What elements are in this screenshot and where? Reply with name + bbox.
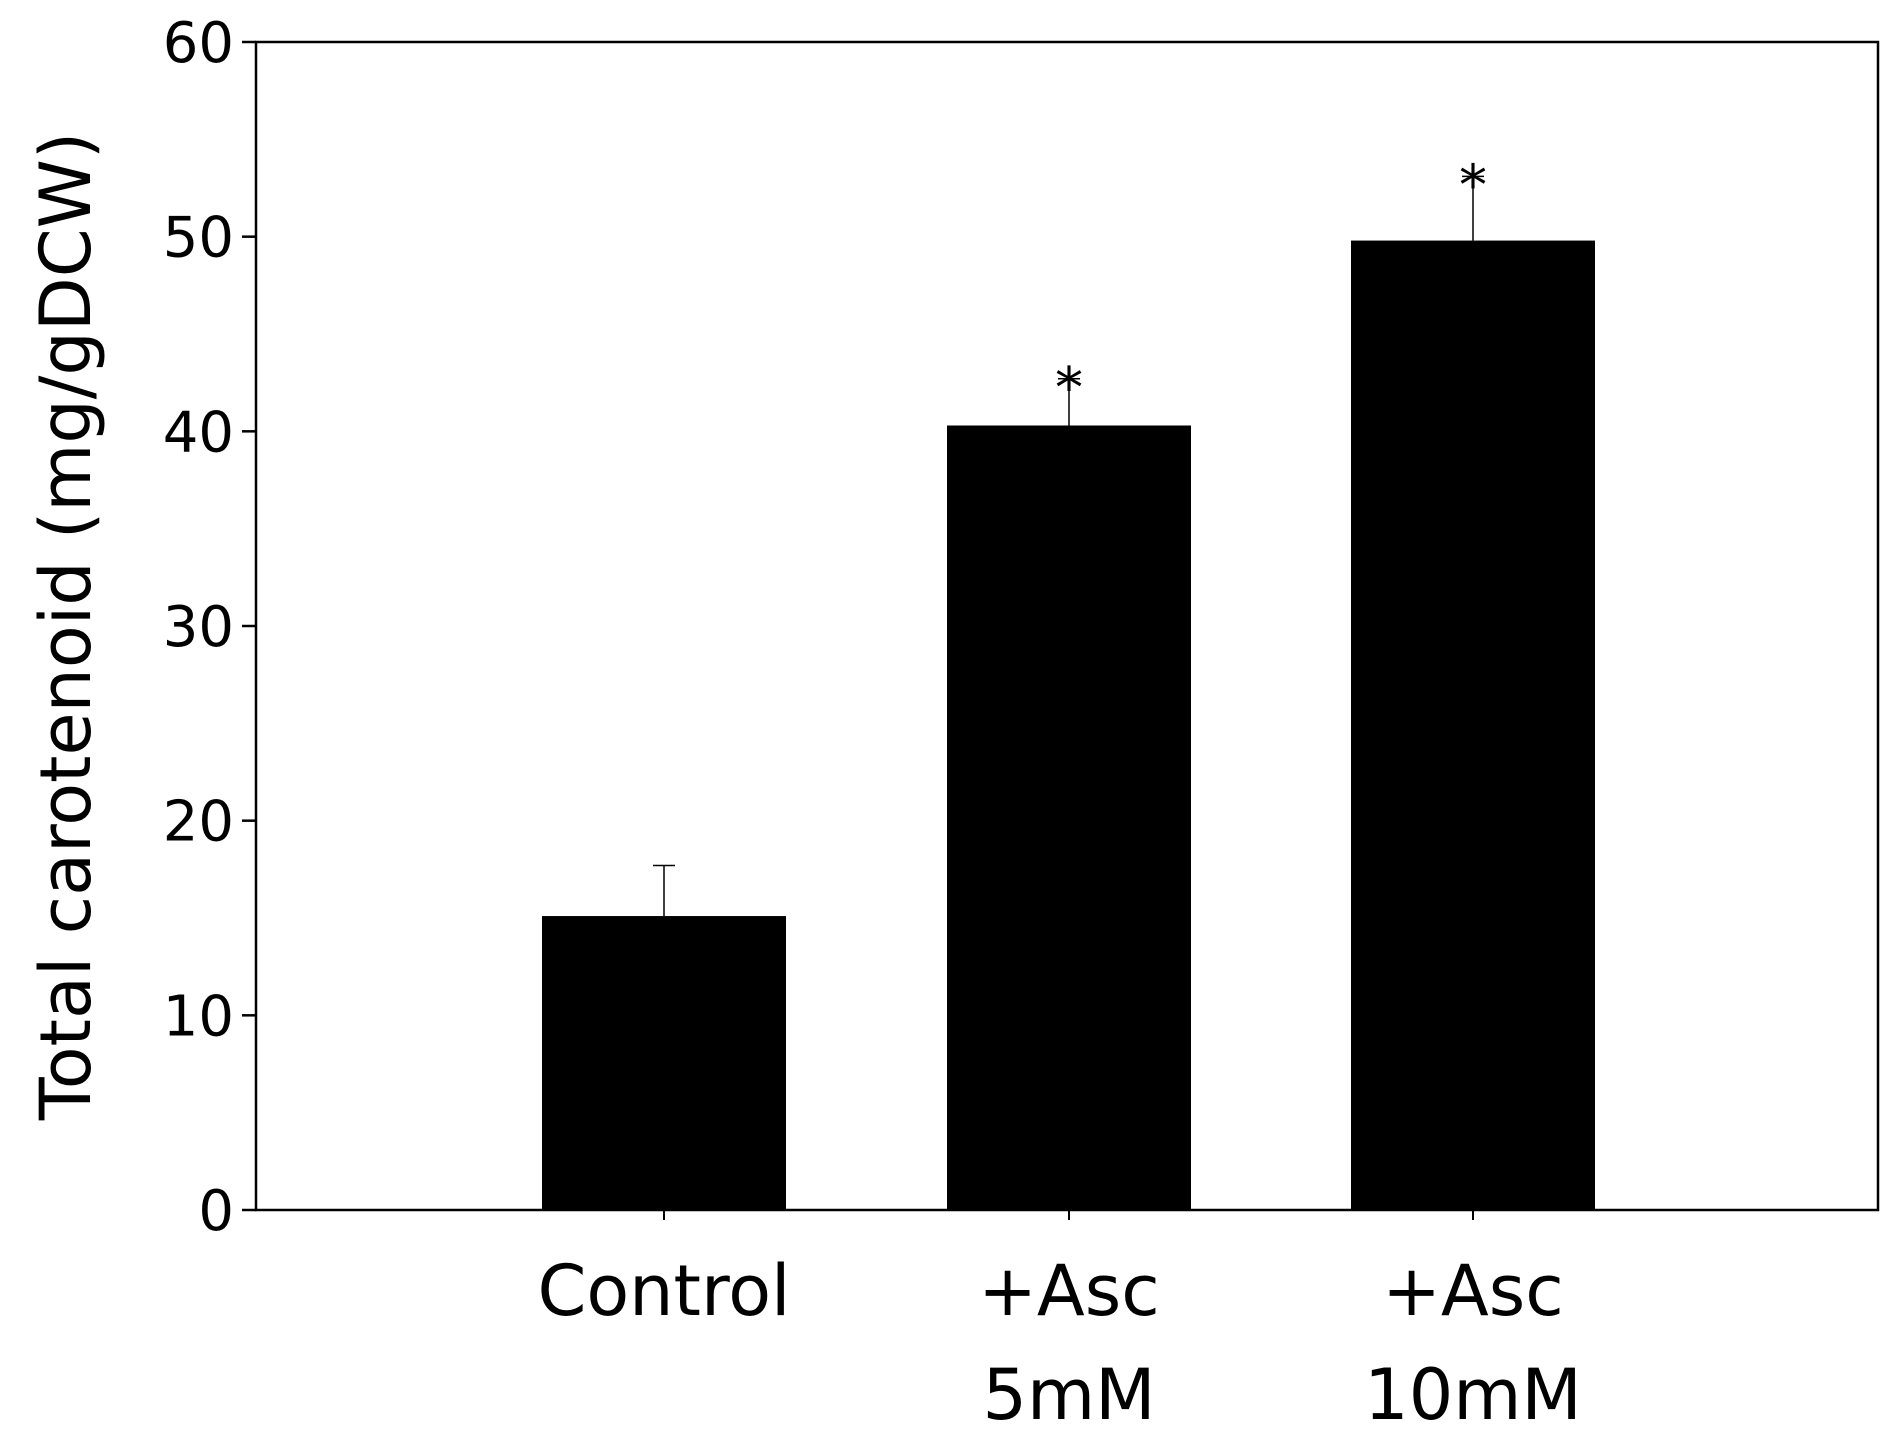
x-category-label: 5mM <box>982 1354 1155 1436</box>
x-category-label: +Asc <box>1382 1250 1564 1332</box>
y-tick-label: 50 <box>163 206 234 271</box>
x-category-label: +Asc <box>978 1250 1160 1332</box>
y-tick-label: 60 <box>163 11 234 76</box>
y-axis: 0 10 20 30 40 50 60 <box>163 11 256 1244</box>
significance-marker: * <box>1459 153 1487 218</box>
y-tick-label: 30 <box>163 595 234 660</box>
y-axis-label: Total carotenoid (mg/gDCW) <box>25 132 107 1121</box>
y-tick-label: 10 <box>163 984 234 1049</box>
x-axis: Control +Asc 5mM +Asc 10mM <box>537 1210 1582 1436</box>
bars: ** <box>542 153 1595 1210</box>
y-tick-label: 40 <box>163 400 234 465</box>
bar <box>1351 240 1595 1210</box>
x-category-label: 10mM <box>1364 1354 1582 1436</box>
y-tick-label: 20 <box>163 790 234 855</box>
significance-marker: * <box>1055 356 1083 421</box>
bar <box>947 425 1191 1210</box>
bar <box>542 916 786 1210</box>
y-tick-label: 0 <box>198 1179 234 1244</box>
x-category-label: Control <box>537 1250 790 1332</box>
